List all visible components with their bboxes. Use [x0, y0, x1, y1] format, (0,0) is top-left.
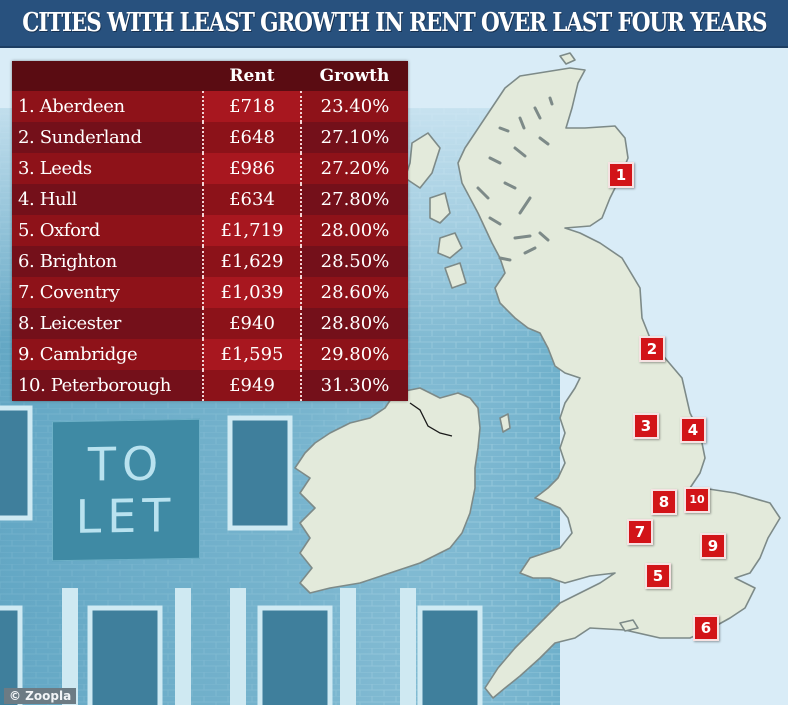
rent-value: £1,719 [202, 215, 302, 246]
growth-value: 27.80% [301, 184, 408, 215]
table-row: 5. Oxford £1,719 28.00% [12, 215, 408, 246]
ni-border [409, 402, 453, 437]
map-marker-cambridge: 9 [700, 533, 726, 559]
to-let-sign: TO LET [52, 418, 200, 562]
map-marker-leeds: 3 [633, 413, 659, 439]
table-row: 2. Sunderland £648 27.10% [12, 122, 408, 153]
rent-value: £940 [202, 308, 302, 339]
table-row: 3. Leeds £986 27.20% [12, 153, 408, 184]
city-name: 10. Peterborough [12, 370, 203, 401]
rent-value: £648 [202, 122, 302, 153]
header-growth: Growth [301, 61, 408, 91]
map-marker-hull: 4 [680, 417, 706, 443]
map-marker-sunderland: 2 [639, 336, 665, 362]
isle-of-man [499, 413, 511, 433]
table-row: 7. Coventry £1,039 28.60% [12, 277, 408, 308]
city-name: 6. Brighton [12, 246, 203, 277]
hebrides [404, 132, 441, 189]
growth-value: 28.50% [301, 246, 408, 277]
title-bar: CITIES WITH LEAST GROWTH IN RENT OVER LA… [0, 0, 788, 48]
city-name: 9. Cambridge [12, 339, 203, 370]
growth-value: 27.10% [301, 122, 408, 153]
table-header-row: Rent Growth [12, 61, 408, 91]
header-rent: Rent [203, 61, 301, 91]
rent-value: £634 [202, 184, 302, 215]
rent-value: £1,595 [202, 339, 302, 370]
map-marker-oxford: 5 [645, 563, 671, 589]
table-row: 6. Brighton £1,629 28.50% [12, 246, 408, 277]
city-name: 4. Hull [12, 184, 203, 215]
orkney [559, 52, 576, 65]
header-city [12, 61, 203, 91]
table-row: 9. Cambridge £1,595 29.80% [12, 339, 408, 370]
lochs [476, 96, 554, 262]
sign-line-let: LET [75, 488, 177, 544]
map-marker-aberdeen: 1 [608, 162, 634, 188]
growth-value: 28.80% [301, 308, 408, 339]
growth-value: 28.60% [301, 277, 408, 308]
growth-value: 27.20% [301, 153, 408, 184]
city-name: 2. Sunderland [12, 122, 203, 153]
ireland-landmass [294, 387, 481, 594]
map-marker-peterborough: 10 [684, 487, 710, 513]
table-row: 10. Peterborough £949 31.30% [12, 370, 408, 401]
table-row: 8. Leicester £940 28.80% [12, 308, 408, 339]
uk-ireland-map [294, 52, 781, 699]
growth-value: 28.00% [301, 215, 408, 246]
city-name: 5. Oxford [12, 215, 203, 246]
map-marker-leicester: 8 [651, 489, 677, 515]
rent-value: £986 [202, 153, 302, 184]
growth-value: 31.30% [301, 370, 408, 401]
table-row: 1. Aberdeen £718 23.40% [12, 91, 408, 122]
city-name: 1. Aberdeen [12, 91, 203, 122]
great-britain-landmass [457, 67, 781, 699]
table-row: 4. Hull £634 27.80% [12, 184, 408, 215]
map-marker-coventry: 7 [627, 519, 653, 545]
map-marker-brighton: 6 [693, 615, 719, 641]
growth-value: 29.80% [301, 339, 408, 370]
city-name: 7. Coventry [12, 277, 203, 308]
rent-value: £1,039 [202, 277, 302, 308]
growth-value: 23.40% [301, 91, 408, 122]
page-title: CITIES WITH LEAST GROWTH IN RENT OVER LA… [21, 8, 767, 38]
rent-value: £1,629 [202, 246, 302, 277]
isle-of-wight [619, 619, 639, 632]
sign-line-to: TO [87, 436, 165, 492]
rent-value: £949 [202, 370, 302, 401]
rent-growth-table: Rent Growth 1. Aberdeen £718 23.40% 2. S… [12, 61, 408, 401]
rent-value: £718 [202, 91, 302, 122]
city-name: 8. Leicester [12, 308, 203, 339]
city-name: 3. Leeds [12, 153, 203, 184]
image-credit: © Zoopla [4, 688, 77, 704]
